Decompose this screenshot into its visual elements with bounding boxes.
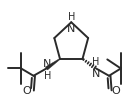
Text: N: N [43, 58, 51, 68]
Text: N: N [67, 24, 75, 33]
Text: O: O [111, 86, 120, 96]
Polygon shape [45, 59, 60, 70]
Text: H: H [44, 70, 51, 80]
Text: O: O [22, 86, 31, 96]
Text: N: N [92, 68, 100, 78]
Text: H: H [92, 57, 99, 67]
Text: H: H [68, 12, 75, 22]
